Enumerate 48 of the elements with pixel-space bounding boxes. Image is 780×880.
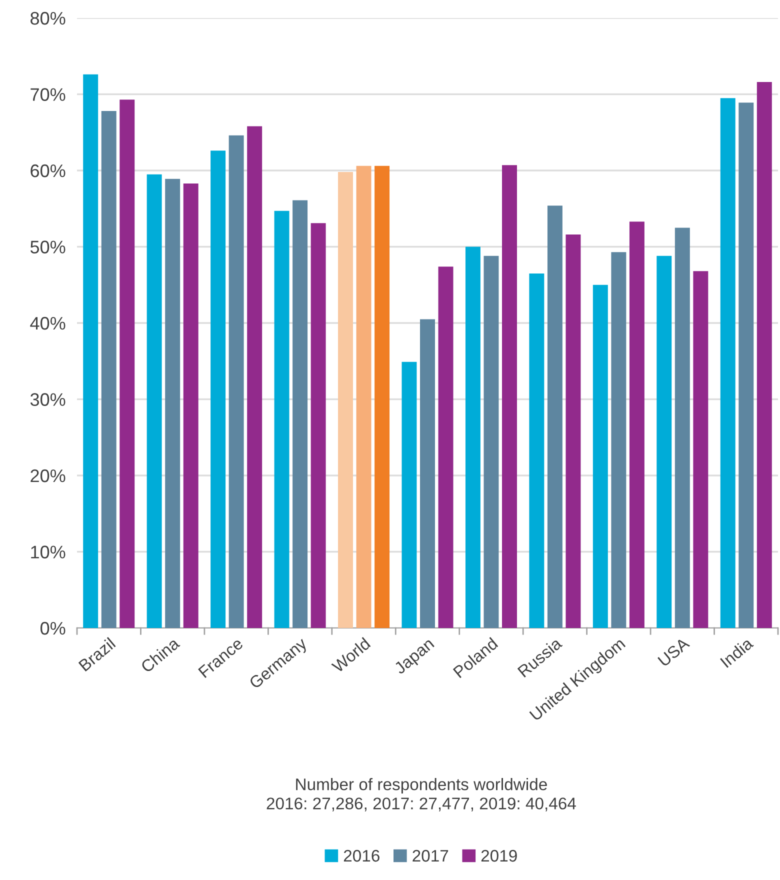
- y-tick-label: 70%: [30, 88, 66, 101]
- y-tick-label: 0%: [40, 622, 66, 635]
- y-tick-label: 30%: [30, 393, 66, 406]
- bar: [274, 210, 290, 628]
- y-tick-label: 10%: [31, 546, 66, 558]
- bar: [738, 102, 754, 628]
- bar: [465, 246, 480, 628]
- y-tick-label: 40%: [30, 316, 66, 330]
- bar: [438, 266, 454, 628]
- x-tick-label: India: [720, 636, 754, 668]
- legend-label: 2019: [481, 850, 517, 862]
- bar: [183, 183, 198, 628]
- bar: [146, 174, 162, 628]
- legend-label: 2017: [412, 850, 448, 862]
- bar: [292, 200, 308, 628]
- y-tick-label: 80%: [30, 12, 66, 25]
- bar: [566, 234, 581, 628]
- bar: [420, 319, 435, 628]
- x-tick-label: USA: [657, 636, 690, 667]
- bar: [338, 172, 353, 628]
- bar: [210, 150, 226, 628]
- bar: [247, 126, 262, 628]
- bar: [693, 271, 708, 628]
- bar: [720, 98, 736, 628]
- bar: [611, 252, 626, 628]
- bar: [374, 166, 390, 628]
- bar: [83, 74, 98, 628]
- bar: [502, 165, 517, 628]
- bar: [120, 100, 135, 628]
- bar: [674, 228, 690, 628]
- bar: [484, 256, 499, 628]
- bar: [310, 223, 326, 628]
- bar: [356, 166, 372, 628]
- y-tick-label: 50%: [30, 240, 66, 254]
- y-tick-label: 20%: [30, 469, 66, 482]
- bar: [656, 256, 672, 628]
- bar: [629, 222, 644, 628]
- bar: [547, 206, 562, 628]
- text: Number of respondents worldwide 2016: 27,286, 2017: 27,477, 2019: 40,464: [266, 778, 576, 812]
- bar: [101, 111, 116, 628]
- bar: [228, 135, 244, 628]
- bar: [402, 362, 417, 628]
- y-tick-label: 60%: [30, 164, 66, 178]
- bar: [592, 284, 608, 628]
- legend-label: 2016: [344, 850, 380, 862]
- bar: [529, 273, 544, 628]
- bar: [756, 82, 772, 628]
- bar: [165, 178, 180, 628]
